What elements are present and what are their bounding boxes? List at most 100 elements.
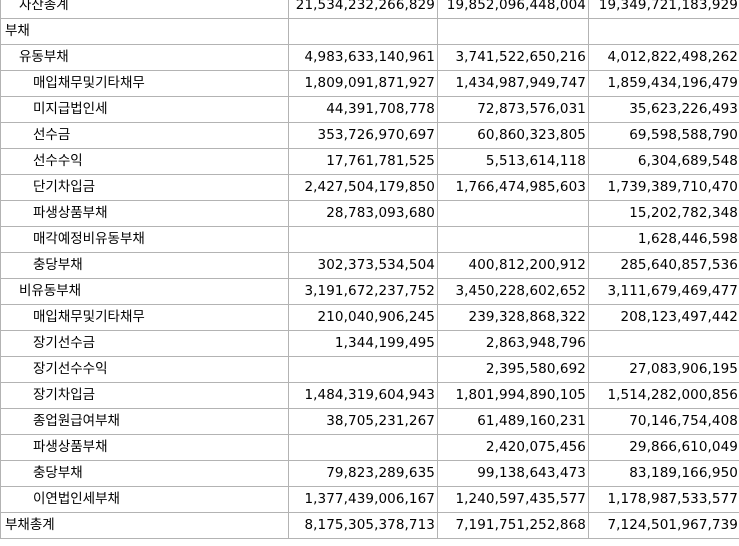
value-cell-period-1: 3,191,672,237,752 — [288, 278, 438, 305]
value-cell-period-3: 15,202,782,348 — [588, 200, 739, 227]
value-cell-period-2: 99,138,643,473 — [437, 460, 589, 487]
value-cell-period-3: 70,146,754,408 — [588, 408, 739, 435]
value-cell-period-1: 8,175,305,378,713 — [288, 512, 438, 539]
row-label: 충당부채 — [0, 252, 289, 279]
table-row: 파생상품부채 2,420,075,456 29,866,610,049 — [0, 434, 739, 461]
row-label: 장기선수금 — [0, 330, 289, 357]
value-cell-period-3: 29,866,610,049 — [588, 434, 739, 461]
value-cell-period-3: 285,640,857,536 — [588, 252, 739, 279]
row-label: 충당부채 — [0, 460, 289, 487]
row-label: 장기선수수익 — [0, 356, 289, 383]
table-row: 파생상품부채 28,783,093,680 15,202,782,348 — [0, 200, 739, 227]
row-label: 미지급법인세 — [0, 96, 289, 123]
value-cell-period-3: 1,514,282,000,856 — [588, 382, 739, 409]
value-cell-period-3: 208,123,497,442 — [588, 304, 739, 331]
table-row: 선수금 353,726,970,697 60,860,323,805 69,598,5… — [0, 122, 739, 149]
value-cell-period-1: 302,373,534,504 — [288, 252, 438, 279]
table-row: 선수수익 17,761,781,525 5,513,614,118 6,304,689… — [0, 148, 739, 175]
value-cell-period-3: 1,628,446,598 — [588, 226, 739, 253]
value-cell-period-2: 7,191,751,252,868 — [437, 512, 589, 539]
row-label: 부채 — [0, 18, 289, 45]
value-cell-period-2: 60,860,323,805 — [437, 122, 589, 149]
table-row: 이연법인세부채 1,377,439,006,167 1,240,597,435,57… — [0, 486, 739, 513]
row-label: 자산총계 — [0, 0, 289, 19]
value-cell-period-3: 1,739,389,710,470 — [588, 174, 739, 201]
value-cell-period-3: 1,178,987,533,577 — [588, 486, 739, 513]
value-cell-period-2: 1,801,994,890,105 — [437, 382, 589, 409]
value-cell-period-2: 2,420,075,456 — [437, 434, 589, 461]
row-label: 매입채무및기타채무 — [0, 304, 289, 331]
value-cell-period-1: 210,040,906,245 — [288, 304, 438, 331]
row-label: 매각예정비유동부채 — [0, 226, 289, 253]
row-label: 이연법인세부채 — [0, 486, 289, 513]
row-label: 비유동부채 — [0, 278, 289, 305]
value-cell-period-1 — [288, 226, 438, 253]
value-cell-period-3: 4,012,822,498,262 — [588, 44, 739, 71]
value-cell-period-2 — [437, 200, 589, 227]
table-row: 종업원급여부채 38,705,231,267 61,489,160,231 70,14… — [0, 408, 739, 435]
table-row: 충당부채 302,373,534,504 400,812,200,912 285,64… — [0, 252, 739, 279]
value-cell-period-1 — [288, 356, 438, 383]
value-cell-period-2: 2,863,948,796 — [437, 330, 589, 357]
value-cell-period-3 — [588, 330, 739, 357]
value-cell-period-1: 44,391,708,778 — [288, 96, 438, 123]
table-row: 매입채무및기타채무 1,809,091,871,927 1,434,987,949,… — [0, 70, 739, 97]
value-cell-period-2: 19,852,096,448,004 — [437, 0, 589, 19]
table-row: 매입채무및기타채무 210,040,906,245 239,328,868,322 2… — [0, 304, 739, 331]
value-cell-period-1: 1,809,091,871,927 — [288, 70, 438, 97]
value-cell-period-3: 3,111,679,469,477 — [588, 278, 739, 305]
row-label: 부채총계 — [0, 512, 289, 539]
value-cell-period-1: 1,484,319,604,943 — [288, 382, 438, 409]
value-cell-period-1: 353,726,970,697 — [288, 122, 438, 149]
value-cell-period-3: 6,304,689,548 — [588, 148, 739, 175]
value-cell-period-3 — [588, 18, 739, 45]
value-cell-period-1: 4,983,633,140,961 — [288, 44, 438, 71]
value-cell-period-1: 21,534,232,266,829 — [288, 0, 438, 19]
row-label: 선수금 — [0, 122, 289, 149]
value-cell-period-3: 1,859,434,196,479 — [588, 70, 739, 97]
table-row: 자산총계 21,534,232,266,829 19,852,096,448,004… — [0, 0, 739, 19]
row-label: 단기차입금 — [0, 174, 289, 201]
value-cell-period-3: 27,083,906,195 — [588, 356, 739, 383]
row-label: 파생상품부채 — [0, 434, 289, 461]
table-row: 단기차입금 2,427,504,179,850 1,766,474,985,603 1… — [0, 174, 739, 201]
table-row: 부채총계 8,175,305,378,713 7,191,751,252,868 7,… — [0, 512, 739, 539]
value-cell-period-3: 7,124,501,967,739 — [588, 512, 739, 539]
value-cell-period-1: 38,705,231,267 — [288, 408, 438, 435]
row-label: 유동부채 — [0, 44, 289, 71]
value-cell-period-1 — [288, 18, 438, 45]
value-cell-period-2: 239,328,868,322 — [437, 304, 589, 331]
table-row: 매각예정비유동부채 1,628,446,598 — [0, 226, 739, 253]
value-cell-period-2: 3,450,228,602,652 — [437, 278, 589, 305]
value-cell-period-2: 61,489,160,231 — [437, 408, 589, 435]
value-cell-period-2: 72,873,576,031 — [437, 96, 589, 123]
value-cell-period-3: 35,623,226,493 — [588, 96, 739, 123]
value-cell-period-1: 2,427,504,179,850 — [288, 174, 438, 201]
value-cell-period-1: 79,823,289,635 — [288, 460, 438, 487]
table-row: 장기선수금 1,344,199,495 2,863,948,796 — [0, 330, 739, 357]
table-row: 유동부채 4,983,633,140,961 3,741,522,650,216 4,… — [0, 44, 739, 71]
value-cell-period-2: 1,766,474,985,603 — [437, 174, 589, 201]
value-cell-period-2: 1,434,987,949,747 — [437, 70, 589, 97]
value-cell-period-2 — [437, 226, 589, 253]
row-label: 파생상품부채 — [0, 200, 289, 227]
table-row: 장기선수수익 2,395,580,692 27,083,906,195 — [0, 356, 739, 383]
value-cell-period-1: 1,344,199,495 — [288, 330, 438, 357]
table-row: 미지급법인세 44,391,708,778 72,873,576,031 35,623… — [0, 96, 739, 123]
value-cell-period-2: 1,240,597,435,577 — [437, 486, 589, 513]
row-label: 선수수익 — [0, 148, 289, 175]
value-cell-period-2: 400,812,200,912 — [437, 252, 589, 279]
value-cell-period-2: 3,741,522,650,216 — [437, 44, 589, 71]
table-row: 장기차입금 1,484,319,604,943 1,801,994,890,105 1… — [0, 382, 739, 409]
row-label: 장기차입금 — [0, 382, 289, 409]
table-row: 비유동부채 3,191,672,237,752 3,450,228,602,652 3… — [0, 278, 739, 305]
value-cell-period-2 — [437, 18, 589, 45]
table-row: 부채 — [0, 18, 739, 45]
value-cell-period-1 — [288, 434, 438, 461]
value-cell-period-2: 2,395,580,692 — [437, 356, 589, 383]
value-cell-period-2: 5,513,614,118 — [437, 148, 589, 175]
value-cell-period-3: 83,189,166,950 — [588, 460, 739, 487]
